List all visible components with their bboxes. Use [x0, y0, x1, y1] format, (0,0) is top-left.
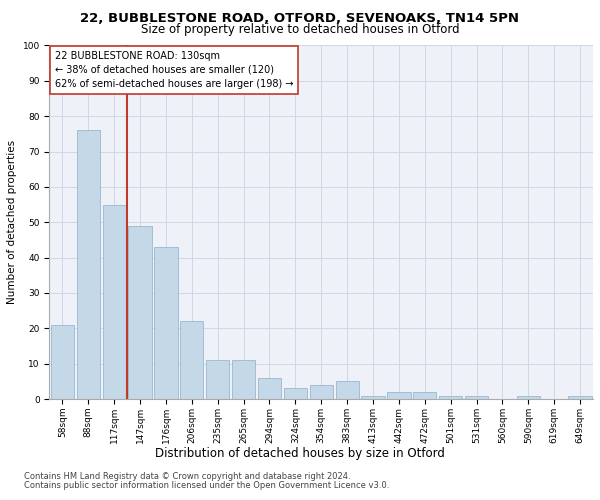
- Bar: [128, 226, 152, 399]
- Bar: [387, 392, 410, 399]
- Text: Contains public sector information licensed under the Open Government Licence v3: Contains public sector information licen…: [24, 481, 389, 490]
- Bar: [284, 388, 307, 399]
- Text: 22 BUBBLESTONE ROAD: 130sqm
← 38% of detached houses are smaller (120)
62% of se: 22 BUBBLESTONE ROAD: 130sqm ← 38% of det…: [55, 50, 293, 88]
- Bar: [51, 325, 74, 399]
- Bar: [258, 378, 281, 399]
- Bar: [517, 396, 540, 399]
- Bar: [232, 360, 255, 399]
- Bar: [206, 360, 229, 399]
- Bar: [310, 385, 333, 399]
- Bar: [568, 396, 592, 399]
- Bar: [413, 392, 436, 399]
- Bar: [361, 396, 385, 399]
- Text: Size of property relative to detached houses in Otford: Size of property relative to detached ho…: [140, 22, 460, 36]
- Bar: [154, 247, 178, 399]
- Y-axis label: Number of detached properties: Number of detached properties: [7, 140, 17, 304]
- Text: 22, BUBBLESTONE ROAD, OTFORD, SEVENOAKS, TN14 5PN: 22, BUBBLESTONE ROAD, OTFORD, SEVENOAKS,…: [80, 12, 520, 26]
- Bar: [439, 396, 463, 399]
- Bar: [103, 204, 126, 399]
- Bar: [465, 396, 488, 399]
- Bar: [180, 322, 203, 399]
- Bar: [335, 382, 359, 399]
- Text: Distribution of detached houses by size in Otford: Distribution of detached houses by size …: [155, 448, 445, 460]
- Text: Contains HM Land Registry data © Crown copyright and database right 2024.: Contains HM Land Registry data © Crown c…: [24, 472, 350, 481]
- Bar: [77, 130, 100, 399]
